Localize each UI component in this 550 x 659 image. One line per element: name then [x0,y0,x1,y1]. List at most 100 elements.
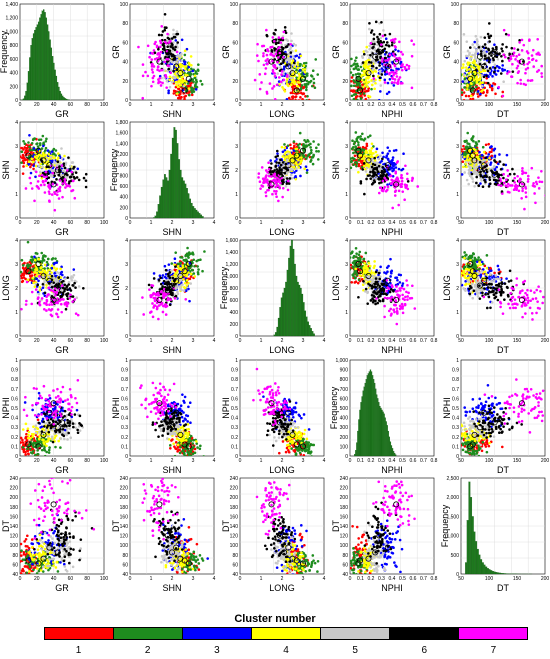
data-point-cluster-6 [62,162,66,165]
data-point-cluster-7 [394,37,397,41]
data-point-cluster-6 [479,174,483,178]
x-tick-label: 3 [302,220,305,226]
data-point-cluster-2 [187,267,190,270]
data-point-cluster-6 [508,172,512,176]
data-point-cluster-7 [265,53,269,57]
scatter-points [350,20,416,100]
data-point-cluster-3 [390,60,394,64]
data-point-cluster-1 [13,162,16,165]
data-point-cluster-5 [38,170,42,174]
data-point-cluster-7 [383,185,386,189]
x-tick-label: 0.4 [389,102,396,108]
data-point-cluster-5 [367,62,370,66]
data-point-cluster-4 [468,68,471,71]
centroid-marker [54,282,61,289]
data-point-cluster-2 [46,257,50,261]
data-point-cluster-7 [403,198,406,202]
centroid-marker [393,58,400,65]
data-point-cluster-2 [283,143,286,146]
data-point-cluster-2 [54,149,58,152]
data-point-cluster-7 [259,187,262,190]
data-point-cluster-1 [462,144,465,148]
data-point-cluster-5 [378,69,382,73]
data-point-cluster-5 [374,61,377,65]
hist-bar [63,97,65,101]
data-point-cluster-6 [163,26,167,29]
data-point-cluster-6 [67,283,71,286]
data-point-cluster-1 [174,89,177,93]
data-point-cluster-5 [466,49,470,53]
data-point-cluster-2 [477,140,481,143]
data-point-cluster-2 [200,83,204,86]
data-point-cluster-7 [59,302,63,306]
data-point-cluster-3 [461,173,464,176]
data-point-cluster-3 [391,169,394,173]
data-point-cluster-7 [278,186,282,190]
data-point-cluster-5 [464,79,468,83]
data-point-cluster-5 [175,30,179,33]
data-point-cluster-1 [301,98,304,100]
data-point-cluster-4 [475,151,479,155]
data-point-cluster-4 [283,89,287,93]
data-point-cluster-7 [528,38,531,41]
data-point-cluster-4 [40,270,44,274]
data-point-cluster-4 [35,268,39,272]
data-point-cluster-7 [521,187,524,190]
data-point-cluster-2 [30,141,34,145]
data-point-cluster-7 [397,78,400,81]
panel-SHN-vs-SHN: 0 1 2 3 402004006008001,0001,2001,4001,6001,… [109,120,216,237]
data-point-cluster-6 [380,73,384,76]
data-point-cluster-7 [271,87,274,90]
data-point-cluster-3 [32,164,36,167]
data-point-cluster-5 [180,52,183,56]
data-point-cluster-2 [26,263,30,266]
data-point-cluster-4 [470,65,473,68]
data-point-cluster-4 [302,64,306,67]
data-point-cluster-2 [368,134,372,137]
data-point-cluster-2 [195,80,198,83]
data-point-cluster-7 [533,192,536,195]
data-point-cluster-6 [494,178,497,182]
data-point-cluster-5 [176,58,179,62]
data-point-cluster-5 [377,157,381,161]
data-point-cluster-5 [52,276,56,280]
data-point-cluster-5 [462,73,466,77]
data-point-cluster-7 [167,41,171,44]
data-point-cluster-6 [287,182,291,185]
data-point-cluster-7 [55,193,59,197]
data-point-cluster-4 [286,150,289,153]
data-point-cluster-7 [159,45,162,49]
data-point-cluster-6 [380,169,384,173]
data-point-cluster-4 [42,152,45,156]
data-point-cluster-6 [486,81,490,85]
data-point-cluster-2 [463,140,467,144]
data-point-cluster-6 [369,31,373,34]
x-tick-label: 80 [84,338,90,344]
data-point-cluster-2 [315,149,318,153]
data-point-cluster-5 [477,60,481,63]
data-point-cluster-4 [36,155,40,158]
data-point-cluster-4 [365,60,368,63]
data-point-cluster-7 [166,58,170,61]
data-point-cluster-6 [279,158,282,162]
data-point-cluster-5 [479,35,483,39]
data-point-cluster-3 [448,82,451,85]
centroid-marker [393,181,400,188]
data-point-cluster-7 [62,298,65,301]
data-point-cluster-2 [312,140,315,143]
data-point-cluster-6 [163,12,167,16]
data-point-cluster-7 [73,196,77,200]
data-point-cluster-6 [265,33,269,37]
data-point-cluster-7 [277,179,280,183]
data-point-cluster-7 [516,174,519,178]
data-point-cluster-1 [188,277,192,281]
data-point-cluster-7 [159,84,163,87]
data-point-cluster-7 [520,38,524,42]
hist-bar [179,169,182,219]
data-point-cluster-2 [302,143,305,146]
data-point-cluster-2 [28,145,31,149]
data-point-cluster-4 [32,281,35,285]
data-point-cluster-7 [502,53,505,56]
hist-bar [160,186,163,219]
data-point-cluster-4 [365,81,369,85]
